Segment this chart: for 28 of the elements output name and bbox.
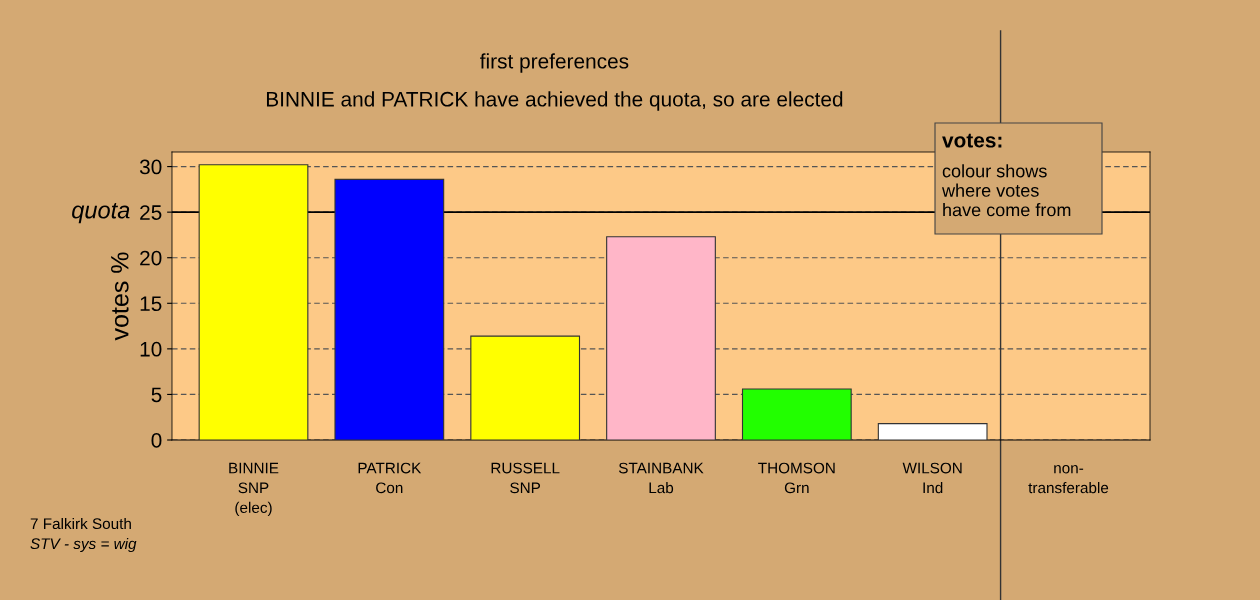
x-tick-label: BINNIE SNP (elec) xyxy=(229,462,279,517)
x-tick-label: STAINBANK Lab xyxy=(618,462,704,494)
chart-title: first preferences xyxy=(480,53,629,73)
bar xyxy=(470,335,581,440)
text: STV - sys = wig xyxy=(30,537,137,553)
y-tick-label: 25 xyxy=(140,205,162,220)
bar xyxy=(877,423,988,440)
y-tick-label: 20 xyxy=(140,250,162,266)
annotation: colour shows where votes have come from xyxy=(941,164,1071,217)
ref-line-label: quota xyxy=(72,202,130,224)
bar xyxy=(198,164,309,440)
x-tick-label: WILSON Ind xyxy=(902,462,962,494)
text: 7 Falkirk South xyxy=(30,517,131,530)
y-axis-title: votes % xyxy=(111,252,129,341)
y-tick-label: 10 xyxy=(140,341,162,357)
y-tick-label: 15 xyxy=(140,296,162,312)
bar xyxy=(741,388,852,440)
x-tick-label: PATRICK Con xyxy=(358,462,422,494)
bar xyxy=(334,178,445,440)
y-tick-label: 5 xyxy=(151,387,162,403)
y-tick-label: 0 xyxy=(151,433,162,448)
x-tick-label: THOMSON Grn xyxy=(758,462,835,494)
text: votes: xyxy=(942,133,1002,148)
bar xyxy=(606,236,716,440)
x-tick-label: non- transferable xyxy=(1028,465,1109,494)
y-tick-label: 30 xyxy=(139,159,162,175)
x-tick-label: RUSSELL SNP xyxy=(491,462,560,494)
chart-subtitle: BINNIE and PATRICK have achieved the quota, so are elected xyxy=(266,91,843,111)
